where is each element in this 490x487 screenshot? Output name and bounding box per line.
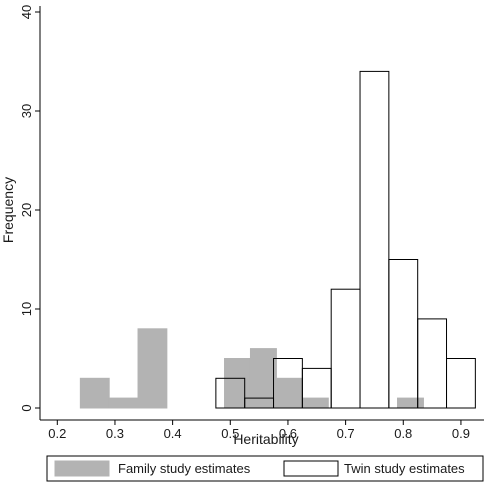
legend: Family study estimates Twin study estima… [46, 455, 484, 482]
bar-family-5 [275, 377, 303, 409]
x-tick-label: 0.9 [452, 426, 470, 441]
bar-family-6 [301, 397, 329, 409]
bar-twin-8 [446, 358, 476, 409]
plot-area [79, 70, 476, 409]
y-tick-label: 0 [19, 404, 34, 411]
bar-twin-0 [215, 377, 246, 409]
bar-family-3 [224, 358, 251, 409]
bar-twin-5 [359, 70, 390, 409]
y-tick-label: 40 [19, 5, 34, 19]
bar-family-7 [397, 397, 424, 409]
legend-box [46, 455, 484, 482]
y-tick-label: 10 [19, 302, 34, 316]
legend-label-twin: Twin study estimates [344, 461, 465, 476]
x-tick-label: 0.3 [106, 426, 124, 441]
y-axis-title: Frequency [0, 177, 16, 243]
x-tick-label: 0.2 [48, 426, 66, 441]
bar-family-2 [137, 328, 168, 409]
legend-swatch-family [54, 460, 110, 477]
bar-family-0 [79, 377, 110, 409]
legend-swatch-twin [283, 460, 339, 477]
x-tick-label: 0.7 [337, 426, 355, 441]
x-tick-label: 0.8 [394, 426, 412, 441]
bar-family-4 [249, 348, 277, 409]
y-tick-label: 30 [19, 104, 34, 118]
x-tick-label: 0.6 [279, 426, 297, 441]
axes: 0.2 0.3 0.4 0.5 0.6 0.7 0.8 0.9 0 10 20 30 40 [19, 5, 484, 441]
legend-label-family: Family study estimates [118, 461, 251, 476]
x-axis-title: Heritability [233, 431, 298, 447]
bar-family-1 [108, 397, 139, 409]
x-tick-label: 0.4 [164, 426, 182, 441]
x-tick-label: 0.5 [221, 426, 239, 441]
y-tick-label: 20 [19, 203, 34, 217]
